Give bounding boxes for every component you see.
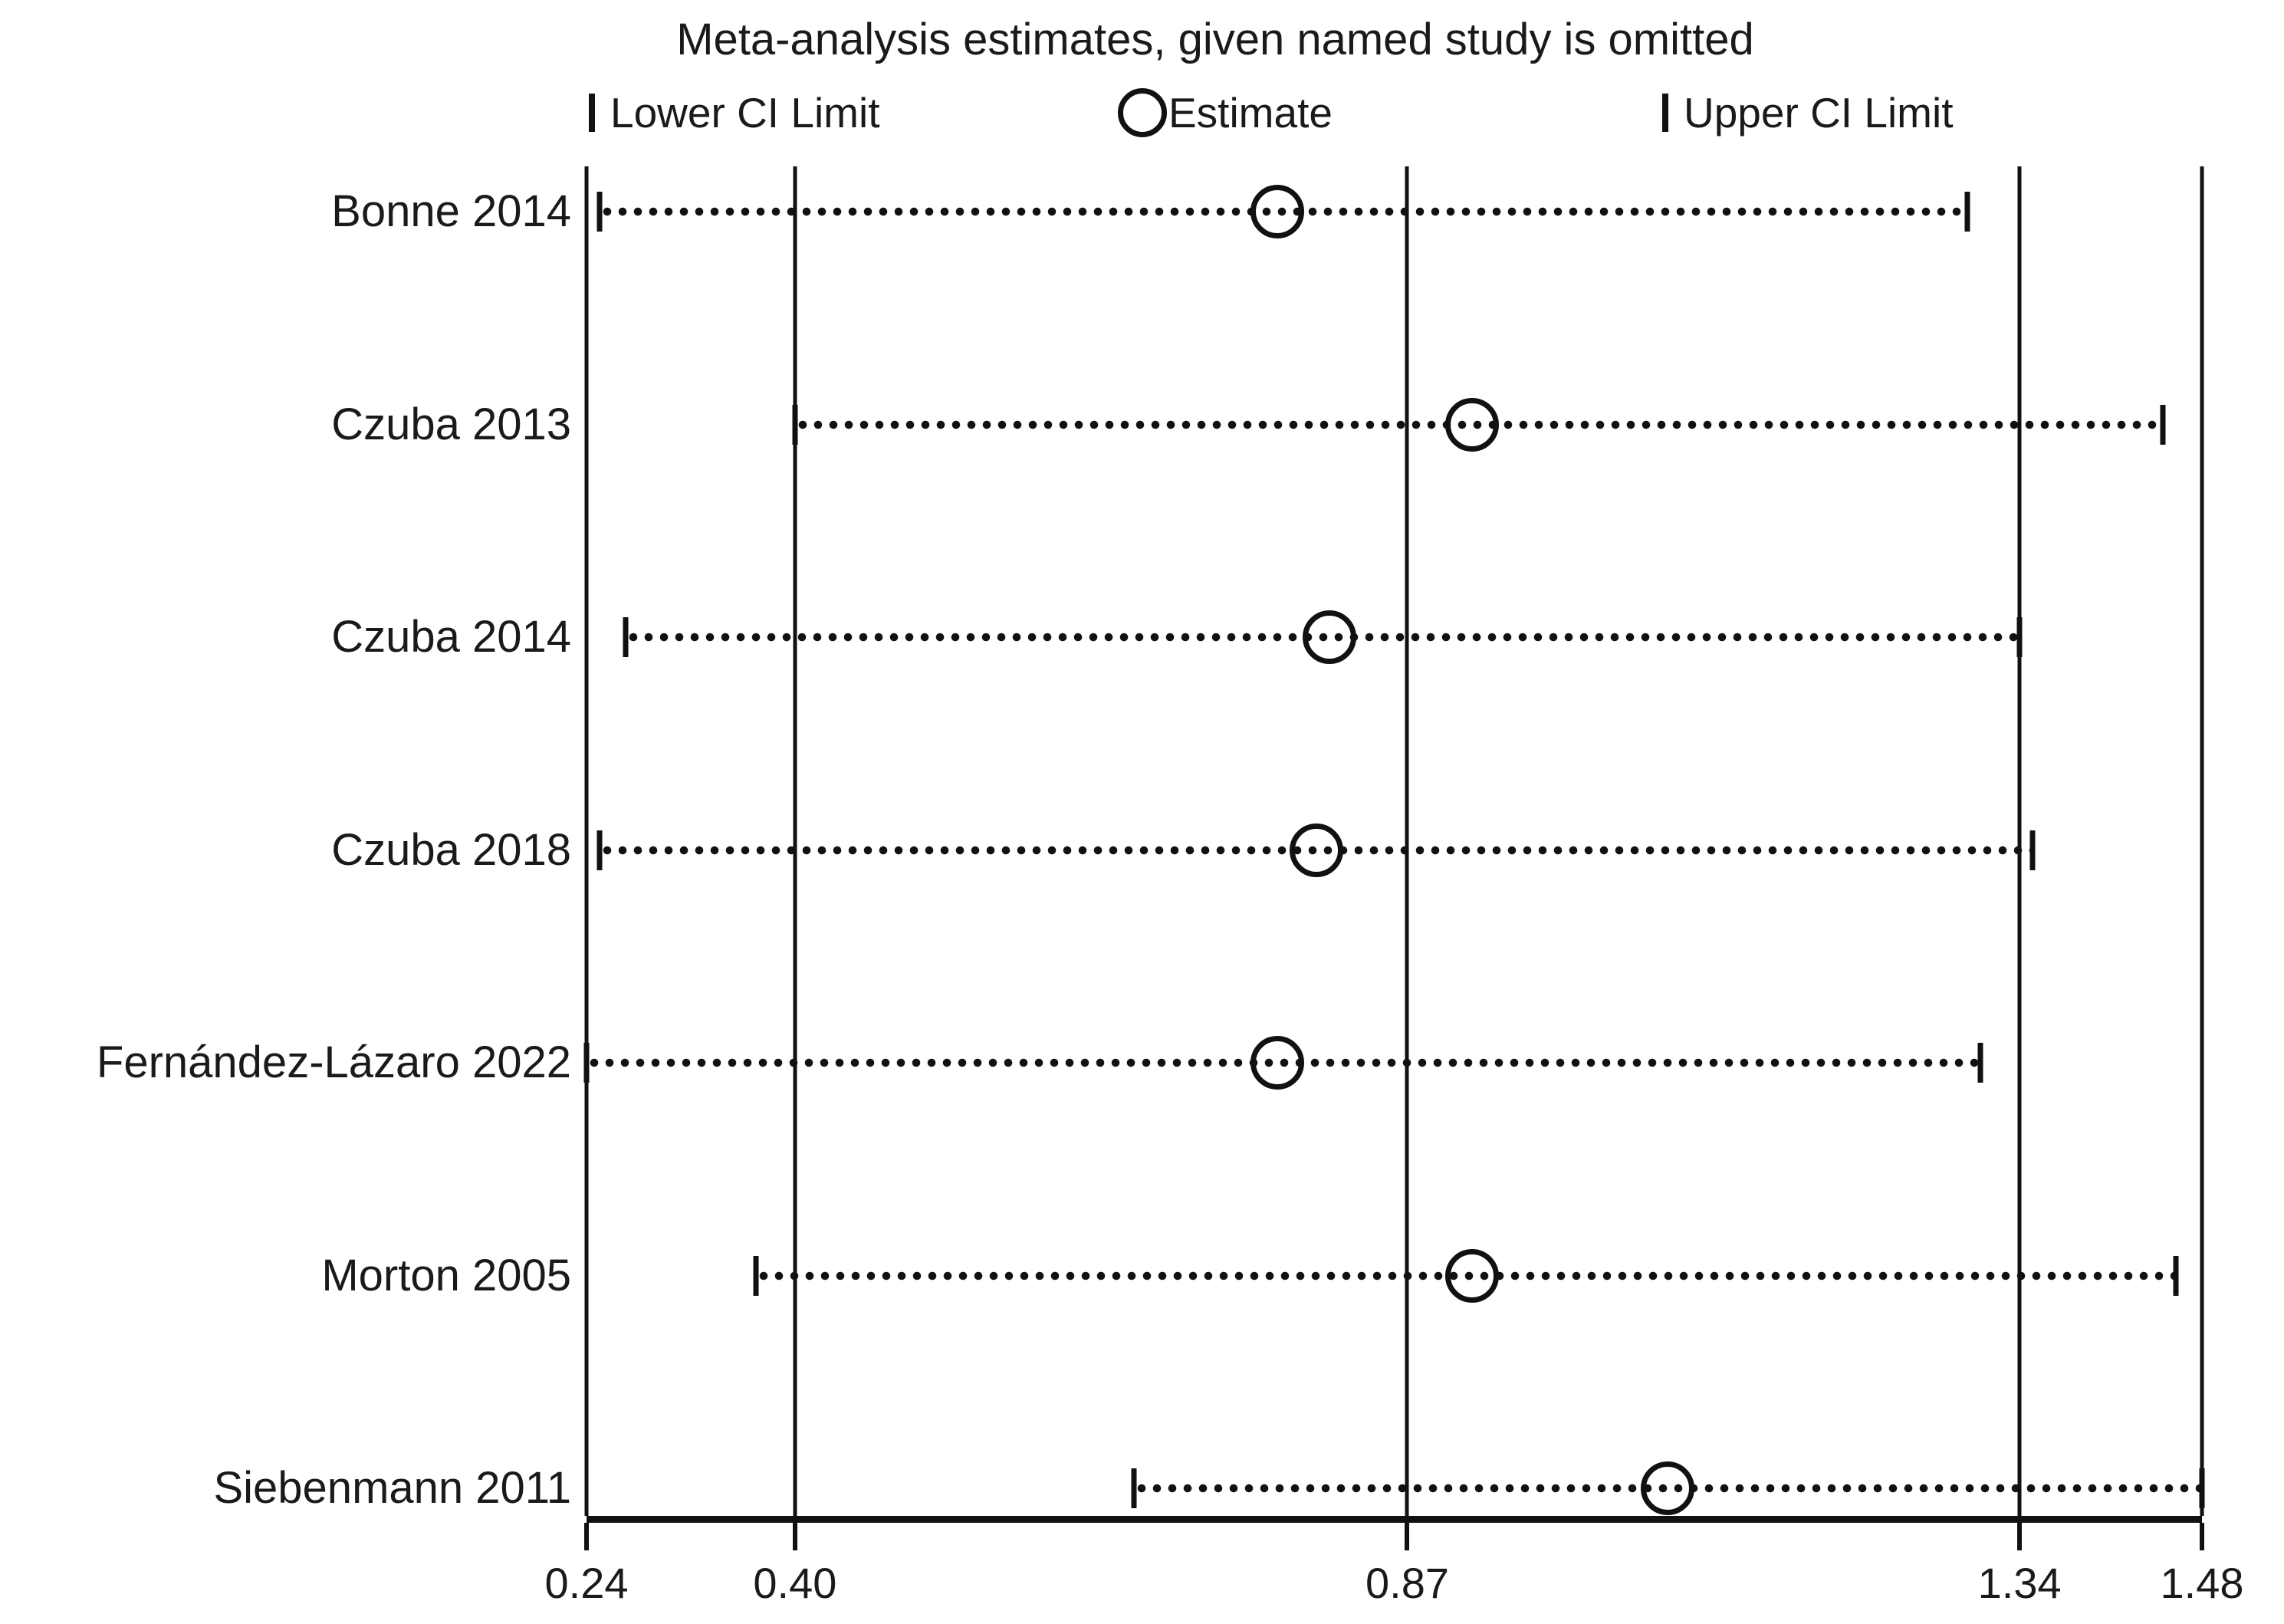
gridline-0.40 <box>793 166 797 1516</box>
lower-ci-tick <box>623 617 629 657</box>
upper-ci-tick <box>2199 1468 2205 1508</box>
upper-ci-tick <box>1977 1043 1983 1083</box>
lower-ci-tick <box>1131 1468 1137 1508</box>
study-label: Morton 2005 <box>321 1250 571 1300</box>
x-axis-label-1.34: 1.34 <box>1977 1559 2062 1607</box>
estimate-marker <box>1250 185 1304 238</box>
lower-ci-tick <box>596 192 603 232</box>
estimate-marker <box>1289 823 1343 877</box>
x-axis-label-0.40: 0.40 <box>753 1559 837 1607</box>
x-axis-tick-1.34 <box>2017 1523 2023 1550</box>
gridline-0.24 <box>584 166 589 1516</box>
upper-ci-tick <box>1964 192 1970 232</box>
x-axis-tick-0.24 <box>584 1523 589 1550</box>
study-label: Siebenmann 2011 <box>213 1463 571 1513</box>
x-axis-tick-0.87 <box>1405 1523 1410 1550</box>
estimate-marker <box>1641 1461 1695 1515</box>
gridline-1.34 <box>2017 166 2022 1516</box>
x-axis-label-0.24: 0.24 <box>544 1559 629 1607</box>
upper-ci-tick <box>2173 1255 2179 1296</box>
lower-ci-tick <box>753 1255 759 1296</box>
study-label: Czuba 2013 <box>331 399 571 449</box>
legend-item-estimate: Estimate <box>1118 86 1333 140</box>
upper-ci-tick <box>2160 404 2166 445</box>
study-label: Fernández-Lázaro 2022 <box>96 1037 571 1087</box>
lower-ci-tick <box>583 1043 590 1083</box>
legend-item-upper-ci: Upper CI Limit <box>1662 86 1953 140</box>
estimate-marker <box>1445 397 1500 452</box>
upper-ci-tick-icon <box>1662 94 1668 132</box>
estimate-marker <box>1250 1036 1304 1090</box>
estimate-circle-icon <box>1118 88 1167 137</box>
x-axis-label-0.87: 0.87 <box>1365 1559 1449 1607</box>
study-label: Czuba 2018 <box>331 824 571 875</box>
x-axis-label-1.48: 1.48 <box>2160 1559 2244 1607</box>
legend-lower-label: Lower CI Limit <box>610 89 880 136</box>
gridline-1.48 <box>2200 166 2204 1516</box>
x-axis-tick-0.40 <box>792 1523 797 1550</box>
estimate-marker <box>1302 610 1356 664</box>
estimate-marker <box>1445 1248 1500 1303</box>
study-label: Czuba 2014 <box>331 612 571 662</box>
chart-title: Meta-analysis estimates, given named stu… <box>676 15 1754 64</box>
legend-upper-label: Upper CI Limit <box>1684 89 1954 136</box>
lower-ci-tick <box>792 404 798 445</box>
gridline-0.87 <box>1405 166 1409 1516</box>
lower-ci-tick <box>596 830 603 870</box>
study-label: Bonne 2014 <box>331 186 571 236</box>
legend-item-lower-ci: Lower CI Limit <box>589 86 879 140</box>
legend-estimate-label: Estimate <box>1168 89 1333 136</box>
lower-ci-tick-icon <box>589 94 595 132</box>
x-axis-tick-1.48 <box>2200 1523 2204 1550</box>
upper-ci-tick <box>2016 617 2023 657</box>
plot-area: 0.24 0.40 0.87 1.34 1.48 <box>545 166 2244 1607</box>
upper-ci-tick <box>2029 830 2036 870</box>
